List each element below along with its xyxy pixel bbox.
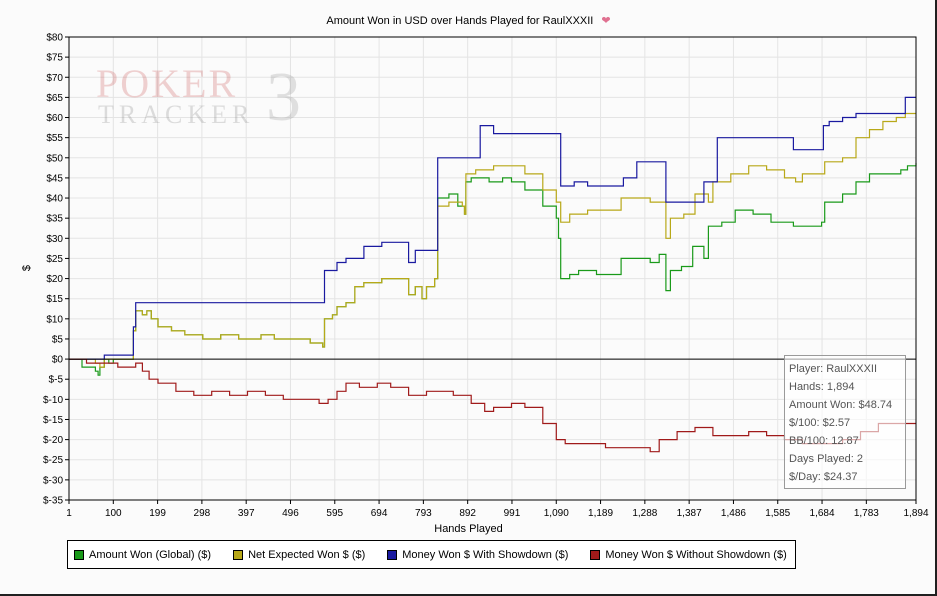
legend-swatch xyxy=(387,549,398,560)
x-tick-label: 595 xyxy=(326,508,343,519)
y-axis-ticks: $80 $75 $70 $65 $60 $55 $50 $45 $40 $35 $30 $25 $20 $… xyxy=(43,33,69,507)
y-tick-label: $25 xyxy=(46,254,63,265)
y-axis-label: $ xyxy=(21,264,34,272)
x-tick-label: 199 xyxy=(149,508,166,519)
legend-item-without-showdown[interactable]: Money Won $ Without Showdown ($) xyxy=(590,548,787,561)
y-tick-label: $45 xyxy=(46,173,63,184)
legend-label: Money Won $ With Showdown ($) xyxy=(402,548,569,561)
x-tick-label: 1,585 xyxy=(765,508,790,519)
x-tick-label: 1,894 xyxy=(903,508,928,519)
y-tick-label: $-10 xyxy=(43,395,63,406)
y-tick-label: $10 xyxy=(46,314,63,325)
legend-swatch xyxy=(590,549,601,560)
x-tick-label: 991 xyxy=(504,508,521,519)
y-tick-label: $80 xyxy=(46,33,63,44)
y-tick-label: $-15 xyxy=(43,415,63,426)
plot-border xyxy=(68,36,917,501)
stats-days-played: Days Played: 2 xyxy=(789,453,863,465)
stats-bb-per-100: BB/100: 12.87 xyxy=(789,435,859,447)
y-tick-label: $0 xyxy=(52,355,64,366)
legend: Amount Won (Global) ($) Net Expected Won… xyxy=(67,540,796,569)
y-tick-label: $50 xyxy=(46,153,63,164)
y-tick-label: $5 xyxy=(52,334,64,345)
legend-label: Net Expected Won $ ($) xyxy=(248,548,366,561)
series-line-2 xyxy=(69,96,916,360)
stats-amount-won: Amount Won: $48.74 xyxy=(789,399,893,411)
y-tick-label: $-30 xyxy=(43,475,63,486)
x-tick-label: 1,684 xyxy=(810,508,835,519)
series-line-1 xyxy=(69,112,916,368)
y-tick-label: $-35 xyxy=(43,496,63,507)
y-tick-label: $15 xyxy=(46,294,63,305)
legend-label: Amount Won (Global) ($) xyxy=(89,548,212,561)
x-tick-label: 1,387 xyxy=(677,508,702,519)
x-tick-label: 1,486 xyxy=(721,508,746,519)
chart-title-text: Amount Won in USD over Hands Played for … xyxy=(326,15,594,27)
y-tick-label: $30 xyxy=(46,234,63,245)
logo-number: 3 xyxy=(266,59,301,136)
x-tick-label: 1,189 xyxy=(588,508,613,519)
legend-item-net-expected[interactable]: Net Expected Won $ ($) xyxy=(233,549,365,561)
legend-item-amount-won[interactable]: Amount Won (Global) ($) xyxy=(74,549,211,561)
x-tick-label: 793 xyxy=(415,508,432,519)
y-tick-label: $-25 xyxy=(43,455,63,466)
y-tick-label: $40 xyxy=(46,194,63,205)
stats-per-100: $/100: $2.57 xyxy=(789,417,851,429)
x-tick-label: 694 xyxy=(371,508,388,519)
legend-label: Money Won $ Without Showdown ($) xyxy=(605,548,787,561)
y-tick-label: $-5 xyxy=(49,375,64,386)
plot-area xyxy=(69,37,916,500)
x-tick-label: 1,090 xyxy=(544,508,569,519)
x-tick-label: 298 xyxy=(194,508,211,519)
x-axis-ticks: 1 100 199 298 397 496 595 694 793 892 991 1,090 1,18… xyxy=(66,500,929,519)
y-tick-label: $75 xyxy=(46,53,63,64)
stats-hands: Hands: 1,894 xyxy=(789,381,855,393)
stats-per-day: $/Day: $24.37 xyxy=(789,471,858,483)
logo-text-tracker: TRACKER xyxy=(98,100,255,129)
x-tick-label: 1,783 xyxy=(854,508,879,519)
y-tick-label: $70 xyxy=(46,73,63,84)
x-tick-label: 1 xyxy=(66,508,72,519)
y-tick-label: $55 xyxy=(46,133,63,144)
x-axis-label: Hands Played xyxy=(434,523,503,535)
grid xyxy=(68,36,917,501)
legend-swatch xyxy=(233,549,244,560)
poker-tracker-logo: POKER TRACKER 3 xyxy=(96,59,306,136)
stats-tooltip: Player: RaulXXXII Hands: 1,894 Amount Wo… xyxy=(784,355,906,489)
x-tick-label: 496 xyxy=(282,508,299,519)
legend-swatch xyxy=(74,549,84,560)
series-line-3 xyxy=(69,358,916,453)
chart-title: Amount Won in USD over Hands Played for … xyxy=(0,14,937,27)
x-tick-label: 892 xyxy=(459,508,476,519)
x-tick-label: 100 xyxy=(105,508,122,519)
y-tick-label: $35 xyxy=(46,214,63,225)
x-tick-label: 397 xyxy=(238,508,255,519)
y-tick-label: $20 xyxy=(46,274,63,285)
heart-icon: ❤ xyxy=(601,15,611,27)
y-tick-label: $65 xyxy=(46,93,63,104)
legend-item-with-showdown[interactable]: Money Won $ With Showdown ($) xyxy=(387,549,568,561)
logo-text-poker: POKER xyxy=(96,61,238,106)
y-tick-label: $60 xyxy=(46,113,63,124)
series-lines xyxy=(69,96,917,453)
x-tick-label: 1,288 xyxy=(632,508,657,519)
stats-player: Player: RaulXXXII xyxy=(789,363,878,375)
y-tick-label: $-20 xyxy=(43,435,63,446)
